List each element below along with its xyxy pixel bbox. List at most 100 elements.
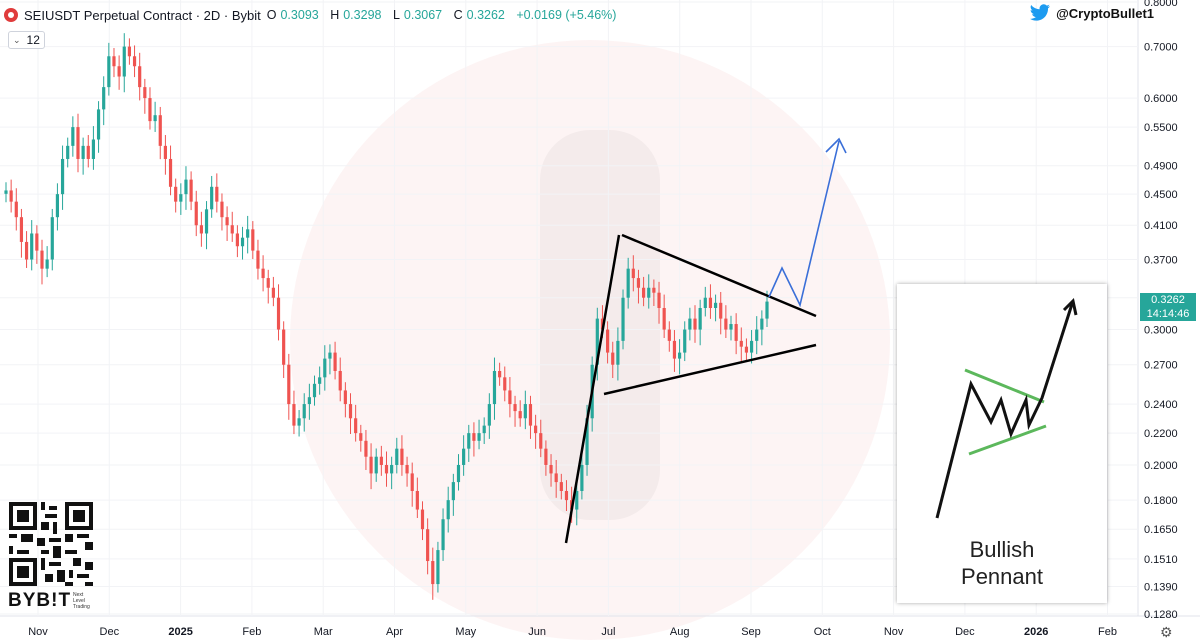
candle-up [492,370,497,405]
projection-arrowhead [825,137,847,154]
candle-up [621,297,625,341]
candle-up [698,308,702,330]
candle-up [436,550,440,585]
candle-down [528,404,533,426]
y-tick-label: 0.2000 [1144,460,1178,472]
y-tick-label: 0.5500 [1144,122,1178,134]
candle-down [672,340,677,359]
candle-up [647,287,651,298]
y-tick-label: 0.2700 [1144,360,1178,372]
candle-down [292,404,296,426]
candle-down [652,287,656,293]
candle-up [55,194,60,218]
low-value: 0.3067 [403,8,443,22]
candle-up [312,383,317,398]
pennant-upper-line [621,233,817,318]
x-tick-label: Feb [242,626,261,638]
candle-down [693,318,697,330]
candle-up [477,433,481,441]
ohlc-values: O 0.3093 H 0.3298 L 0.3067 C 0.3262 +0.0169 … [266,8,617,22]
candle-down [256,250,260,269]
candle-up [318,377,322,384]
last-price: 0.3262 [1151,294,1185,306]
candle-up [703,297,707,308]
candle-down [127,46,131,57]
bitcoin-watermark-icon [540,130,660,520]
pennant-lower-line [603,343,817,396]
candle-down [220,201,224,218]
settings-gear-icon[interactable]: ⚙ [1160,624,1173,640]
candle-down [662,308,666,330]
candle-up [122,46,126,77]
bybit-tagline: Next Level Trading [73,592,90,610]
candle-down [348,404,353,419]
candle-up [765,301,769,319]
y-tick-label: 0.3000 [1144,325,1178,337]
y-tick-label: 0.7000 [1144,42,1178,54]
candle-down [564,490,569,501]
candle-up [374,456,378,474]
indicator-count: 12 [26,33,40,47]
candle-down [518,411,522,419]
candle-down [379,456,383,465]
candle-down [174,186,178,202]
candle-down [333,352,337,371]
candle-up [390,464,394,474]
candle-down [513,404,517,412]
candle-down [724,318,728,330]
candle-down [498,370,502,378]
symbol-title[interactable]: SEIUSDT Perpetual Contract · 2D · Bybit [24,7,261,23]
candle-down [739,340,743,347]
y-tick-label: 0.2400 [1144,399,1178,411]
y-tick-label: 0.3700 [1144,255,1178,267]
candle-up [179,194,183,202]
candle-down [251,229,255,251]
indicator-toggle[interactable]: ⌄ 12 [8,31,45,49]
candle-up [626,268,630,298]
candle-down [405,464,409,474]
candle-down [384,464,389,474]
candle-up [755,329,759,341]
candle-up [297,418,301,426]
candle-up [240,237,245,247]
candle-up [45,259,49,269]
candle-down [143,87,147,99]
candle-down [472,433,476,441]
candle-up [395,448,399,465]
candle-up [328,352,332,359]
y-tick-label: 0.6000 [1144,93,1178,105]
candle-up [210,186,214,210]
chart-header: SEIUSDT Perpetual Contract · 2D · Bybit … [4,5,620,25]
candle-up [102,87,106,110]
candle-down [642,287,646,298]
candle-up [446,500,450,520]
candle-down [719,302,723,319]
last-price-tag: 0.3262 14:14:46 [1140,293,1196,321]
twitter-bird-icon [1029,4,1051,21]
candle-up [246,229,250,238]
change-value: +0.0169 (+5.46%) [516,8,617,22]
candle-up [595,318,599,365]
candle-down [24,241,29,260]
y-tick-label: 0.1280 [1144,609,1178,621]
y-tick-label: 0.4500 [1144,189,1178,201]
x-tick-label: Sep [741,626,761,638]
candle-down [19,217,24,242]
candle-down [35,233,39,251]
x-axis[interactable]: Nov Dec 2025 Feb Mar Apr May Jun Jul Aug Sep Oct Nov… [28,0,1117,638]
candle-up [71,127,75,146]
candle-down [215,186,219,202]
candle-up [451,482,455,501]
candle-down [194,201,198,226]
candle-down [369,456,373,474]
pennant-illustration [935,297,1078,519]
candle-down [657,292,661,308]
candle-down [199,225,203,234]
candle-down [132,56,137,67]
candle-up [441,519,445,551]
candle-up [456,464,461,483]
y-tick-label: 0.2200 [1144,428,1178,440]
illustration-upper-line [964,368,1045,404]
candle-down [235,233,239,247]
